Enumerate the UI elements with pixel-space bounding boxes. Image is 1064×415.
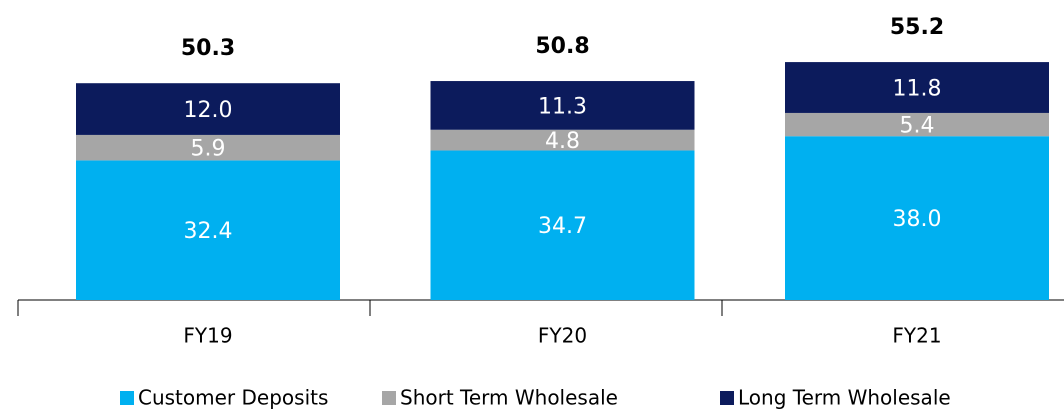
segment-label: 11.8 (893, 77, 942, 102)
total-label: 55.2 (890, 15, 944, 40)
segment-label: 32.4 (184, 219, 233, 244)
bar-segment (785, 136, 1049, 300)
x-tick-label: FY21 (892, 324, 941, 348)
bar-segment (76, 83, 340, 135)
segment-label: 11.3 (538, 94, 587, 119)
legend-swatch (120, 391, 134, 405)
x-tick-label: FY19 (183, 324, 232, 348)
bar-segment (76, 160, 340, 300)
segment-label: 4.8 (545, 129, 580, 154)
segment-label: 12.0 (184, 98, 233, 123)
bar-segment (785, 62, 1049, 113)
legend-swatch (382, 391, 396, 405)
legend-label: Short Term Wholesale (400, 386, 618, 410)
x-tick-label: FY20 (538, 324, 587, 348)
bar-segment (430, 150, 695, 300)
segment-label: 38.0 (893, 207, 942, 232)
bar-segment (76, 134, 340, 161)
bar-segment (430, 129, 695, 151)
total-label: 50.8 (535, 34, 589, 59)
segment-label: 34.7 (538, 214, 587, 239)
segment-label: 5.9 (191, 137, 226, 162)
legend-label: Customer Deposits (138, 386, 328, 410)
total-label: 50.3 (181, 36, 235, 61)
segment-label: 5.4 (900, 114, 935, 139)
legend-swatch (720, 391, 734, 405)
bar-segment (430, 81, 695, 130)
bar-segment (785, 112, 1049, 137)
legend-label: Long Term Wholesale (738, 386, 951, 410)
